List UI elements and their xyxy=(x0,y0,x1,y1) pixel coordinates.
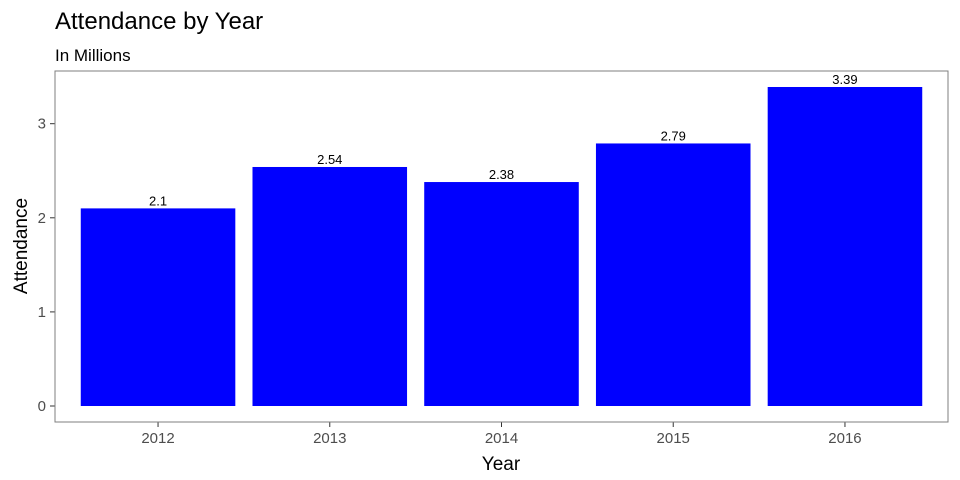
bar-2016 xyxy=(767,86,923,407)
x-tick-label-2016: 2016 xyxy=(828,430,861,447)
data-label-2012: 2.1 xyxy=(149,193,167,208)
bar-2014 xyxy=(424,182,579,407)
x-tick-label-2015: 2015 xyxy=(657,430,690,447)
y-tick-label-2: 2 xyxy=(38,210,46,227)
data-label-2013: 2.54 xyxy=(317,152,342,167)
bar-2013 xyxy=(252,166,408,407)
y-axis-title: Attendance xyxy=(11,198,32,294)
x-tick-label-2014: 2014 xyxy=(485,430,518,447)
data-label-2015: 2.79 xyxy=(661,128,686,143)
chart-subtitle: In Millions xyxy=(55,46,131,65)
x-tick-label-2013: 2013 xyxy=(313,430,346,447)
x-tick-label-2012: 2012 xyxy=(141,430,174,447)
bar-2012 xyxy=(80,208,236,407)
chart-title: Attendance by Year xyxy=(55,8,264,35)
data-label-2016: 3.39 xyxy=(832,72,857,87)
y-tick-label-1: 1 xyxy=(38,304,46,321)
y-tick-label-0: 0 xyxy=(38,398,46,415)
data-label-2014: 2.38 xyxy=(489,167,514,182)
bar-2015 xyxy=(595,143,751,407)
plot-panel-border xyxy=(54,70,949,423)
y-tick-label-3: 3 xyxy=(38,116,46,133)
x-axis-title: Year xyxy=(482,454,521,475)
